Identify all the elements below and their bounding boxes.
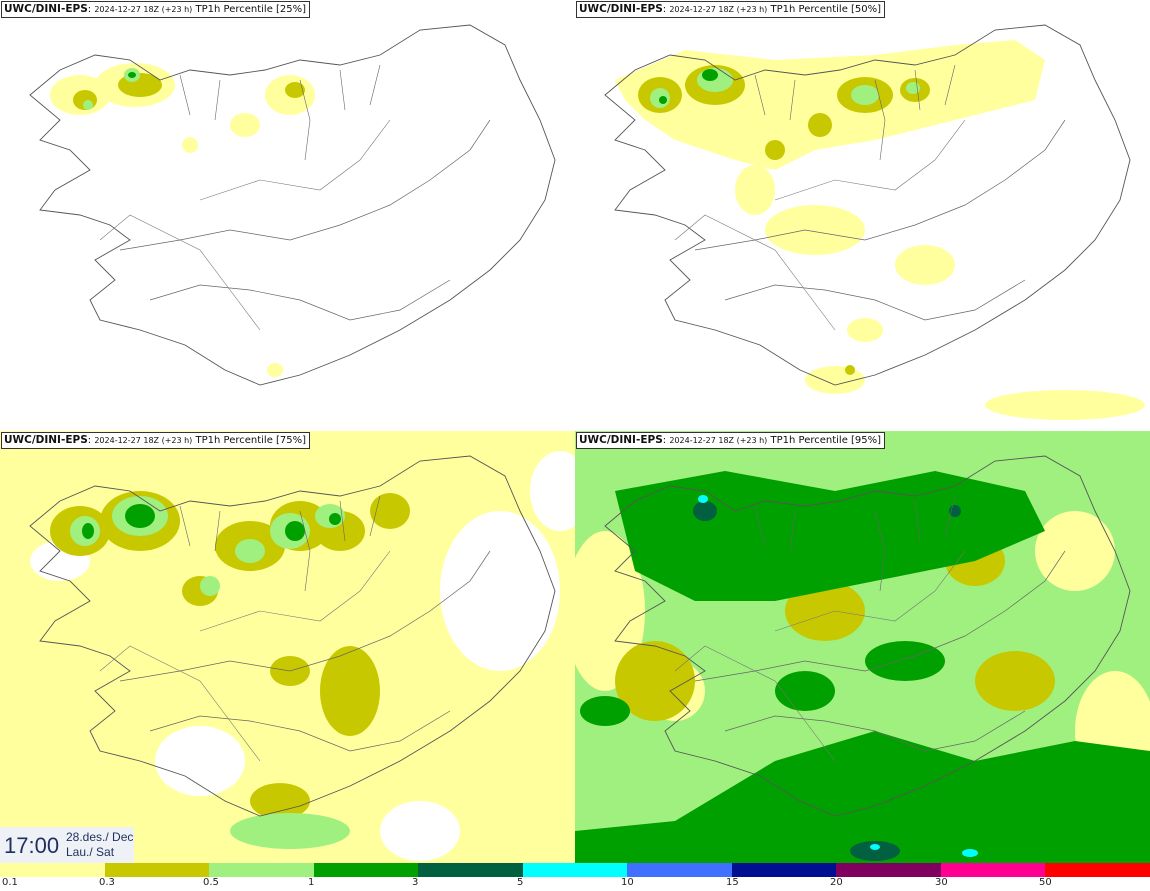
run-info: 2024-12-27 18Z (+23 h) — [94, 5, 193, 14]
valid-time: 17:00 — [4, 833, 60, 858]
colorbar-label: 0.5 — [203, 877, 219, 888]
panel-title: UWC/DINI-EPS: 2024-12-27 18Z (+23 h) TP1… — [576, 432, 886, 449]
colorbar-label: 15 — [726, 877, 739, 888]
valid-date: 28.des./ Dec Lau./ Sat — [66, 830, 133, 860]
map-panel-25: UWC/DINI-EPS: 2024-12-27 18Z (+23 h) TP1… — [0, 0, 575, 430]
model-name: UWC/DINI-EPS — [579, 434, 663, 446]
colorbar-segment — [418, 863, 523, 877]
colorbar-segment — [209, 863, 314, 877]
panel-title: UWC/DINI-EPS: 2024-12-27 18Z (+23 h) TP1… — [1, 432, 311, 449]
run-info: 2024-12-27 18Z (+23 h) — [94, 436, 193, 445]
valid-time-box: 17:00 28.des./ Dec Lau./ Sat — [0, 827, 134, 863]
colorbar-label: 5 — [517, 877, 524, 888]
colorbar-segment — [731, 863, 837, 877]
run-info: 2024-12-27 18Z (+23 h) — [669, 436, 768, 445]
colorbar-label: 0.1 — [2, 877, 18, 888]
model-name: UWC/DINI-EPS — [4, 434, 88, 446]
colorbar-segment — [627, 863, 732, 877]
colorbar-label: 20 — [830, 877, 843, 888]
colorbar-label: 1 — [308, 877, 315, 888]
precip-map-75 — [0, 431, 575, 863]
map-panel-75: UWC/DINI-EPS: 2024-12-27 18Z (+23 h) TP1… — [0, 431, 575, 863]
panel-title: UWC/DINI-EPS: 2024-12-27 18Z (+23 h) TP1… — [1, 1, 311, 18]
precip-map-95 — [575, 431, 1150, 863]
model-name: UWC/DINI-EPS — [4, 3, 88, 15]
colorbar-segment — [1045, 863, 1150, 877]
valid-date-line2: Lau./ Sat — [66, 845, 115, 859]
colorbar-label: 3 — [412, 877, 419, 888]
colorbar-segment — [313, 863, 419, 877]
precip-colorbar — [0, 863, 1150, 877]
run-info: 2024-12-27 18Z (+23 h) — [669, 5, 768, 14]
colorbar-segment — [940, 863, 1046, 877]
colorbar-labels: 0.1 0.3 0.5 1 3 5 10 15 20 30 50 — [0, 877, 1150, 891]
model-name: UWC/DINI-EPS — [579, 3, 663, 15]
colorbar-segment — [836, 863, 941, 877]
param-label: TP1h Percentile [75%] — [195, 435, 307, 446]
panel-title: UWC/DINI-EPS: 2024-12-27 18Z (+23 h) TP1… — [576, 1, 886, 18]
map-panel-95: UWC/DINI-EPS: 2024-12-27 18Z (+23 h) TP1… — [575, 431, 1150, 863]
param-label: TP1h Percentile [25%] — [195, 4, 307, 15]
valid-date-line1: 28.des./ Dec — [66, 830, 134, 844]
precip-map-50 — [604, 24, 1145, 420]
colorbar-label: 0.3 — [99, 877, 115, 888]
colorbar-segment — [104, 863, 210, 877]
param-label: TP1h Percentile [50%] — [770, 4, 882, 15]
colorbar-label: 50 — [1039, 877, 1052, 888]
colorbar-label: 30 — [935, 877, 948, 888]
precip-map-25 — [29, 24, 556, 386]
colorbar-segment — [522, 863, 628, 877]
param-label: TP1h Percentile [95%] — [770, 435, 882, 446]
map-panel-50: UWC/DINI-EPS: 2024-12-27 18Z (+23 h) TP1… — [575, 0, 1150, 430]
colorbar-segment — [0, 863, 105, 877]
colorbar-label: 10 — [621, 877, 634, 888]
